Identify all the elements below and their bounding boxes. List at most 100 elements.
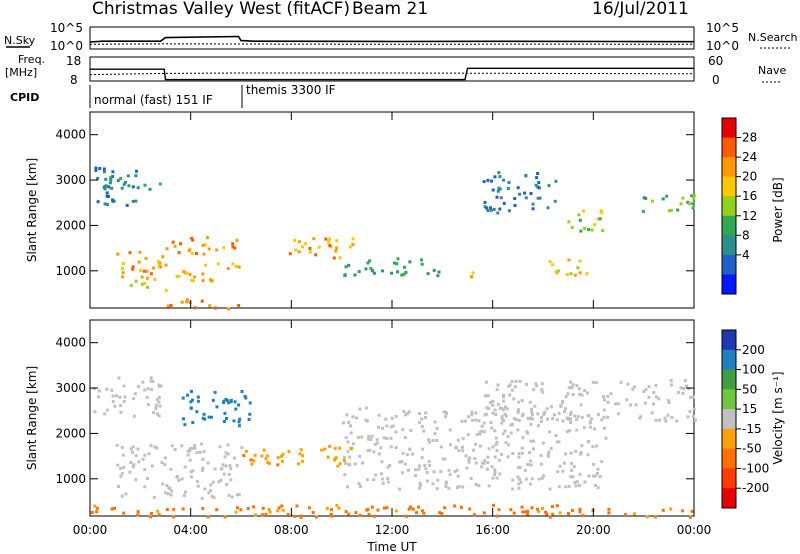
velocity-cell xyxy=(512,511,516,515)
velocity-cell xyxy=(370,434,374,438)
velocity-cell xyxy=(561,419,565,423)
power-cell xyxy=(182,270,186,274)
velocity-cell xyxy=(154,407,158,410)
velocity-cell xyxy=(575,480,579,484)
velocity-cell xyxy=(592,474,595,478)
velocity-cell xyxy=(376,508,380,512)
velocity-cell xyxy=(248,401,252,405)
power-cell xyxy=(496,211,500,215)
power-colorbar-label: 8 xyxy=(742,228,750,242)
velocity-cell xyxy=(323,447,327,451)
velocity-cell xyxy=(343,473,347,477)
velocity-cell xyxy=(349,424,352,428)
velocity-cell xyxy=(355,416,359,420)
velocity-cell xyxy=(358,407,362,411)
velocity-cell xyxy=(228,464,232,468)
velocity-cell xyxy=(427,438,431,442)
velocity-cell xyxy=(495,449,499,453)
velocity-cell xyxy=(528,400,532,404)
velocity-cell xyxy=(483,413,487,417)
power-cell xyxy=(669,209,673,212)
velocity-cell xyxy=(495,476,499,480)
power-cell xyxy=(368,259,371,263)
velocity-cell xyxy=(191,421,195,424)
power-cell xyxy=(175,274,179,278)
freq-left-tick-top: 18 xyxy=(66,54,81,68)
power-cell xyxy=(485,206,489,210)
velocity-cell xyxy=(334,456,338,460)
power-cell xyxy=(567,220,571,224)
velocity-cell xyxy=(357,482,361,486)
velocity-cell xyxy=(593,474,597,478)
velocity-cell xyxy=(497,508,501,512)
power-cell xyxy=(661,197,665,201)
power-cell xyxy=(312,237,316,241)
velocity-cell xyxy=(594,381,598,385)
power-cell xyxy=(119,177,123,181)
velocity-cell xyxy=(222,401,226,405)
power-feature-3 xyxy=(129,275,168,292)
power-cell xyxy=(116,179,120,182)
velocity-cell xyxy=(406,468,410,472)
power-cell xyxy=(497,171,501,175)
power-cell xyxy=(667,209,671,213)
velocity-cell xyxy=(160,460,164,464)
velocity-cell xyxy=(494,443,498,447)
velocity-cell xyxy=(143,468,147,472)
velocity-cell xyxy=(566,392,570,396)
velocity-cell xyxy=(520,505,524,509)
velocity-cell xyxy=(474,411,478,415)
power-cell xyxy=(201,279,205,283)
velocity-y-tick-label: 4000 xyxy=(55,336,86,350)
freq-right-tick-bottom: 0 xyxy=(712,73,720,87)
velocity-cell xyxy=(504,440,508,444)
power-cell xyxy=(536,196,540,200)
power-cell xyxy=(364,267,368,271)
velocity-cell xyxy=(545,407,549,411)
velocity-colorbar-swatch xyxy=(722,448,736,469)
power-cell xyxy=(103,187,107,191)
velocity-cell xyxy=(428,463,432,467)
power-colorbar-frame xyxy=(721,117,737,295)
velocity-cell xyxy=(539,462,543,466)
velocity-cell xyxy=(475,433,479,437)
velocity-cell xyxy=(189,475,193,479)
power-cell xyxy=(121,271,125,275)
velocity-cell xyxy=(301,454,305,458)
velocity-cell xyxy=(386,465,390,469)
velocity-cell xyxy=(448,428,452,432)
power-cell xyxy=(396,257,400,261)
velocity-cell xyxy=(574,449,578,453)
velocity-cell xyxy=(491,403,495,407)
velocity-cell xyxy=(461,485,465,489)
power-cell xyxy=(371,269,374,273)
velocity-cell xyxy=(261,506,265,510)
power-cell xyxy=(679,202,683,206)
power-cell xyxy=(293,238,297,242)
velocity-cell xyxy=(592,427,596,431)
velocity-cell xyxy=(122,384,126,388)
power-cell xyxy=(690,194,694,198)
velocity-cell xyxy=(93,504,97,508)
velocity-cell xyxy=(532,388,536,392)
velocity-cell xyxy=(598,475,602,479)
power-cell xyxy=(546,206,550,210)
velocity-cell xyxy=(268,510,272,514)
velocity-cell xyxy=(521,510,525,514)
velocity-cell xyxy=(545,512,549,516)
cpid-mode-themis: themis 3300 IF xyxy=(246,83,336,97)
velocity-cell xyxy=(422,511,426,515)
velocity-cell xyxy=(131,465,135,469)
velocity-cell xyxy=(578,392,582,396)
velocity-cell xyxy=(128,470,132,474)
power-cell xyxy=(204,263,208,267)
velocity-cell xyxy=(482,461,486,465)
velocity-cell xyxy=(200,496,204,500)
power-cell xyxy=(556,269,560,273)
velocity-cell xyxy=(470,418,474,422)
velocity-cell xyxy=(314,515,318,519)
velocity-cell xyxy=(386,477,390,480)
velocity-cell xyxy=(606,394,610,398)
velocity-cell xyxy=(342,455,346,459)
velocity-cell xyxy=(527,451,531,455)
